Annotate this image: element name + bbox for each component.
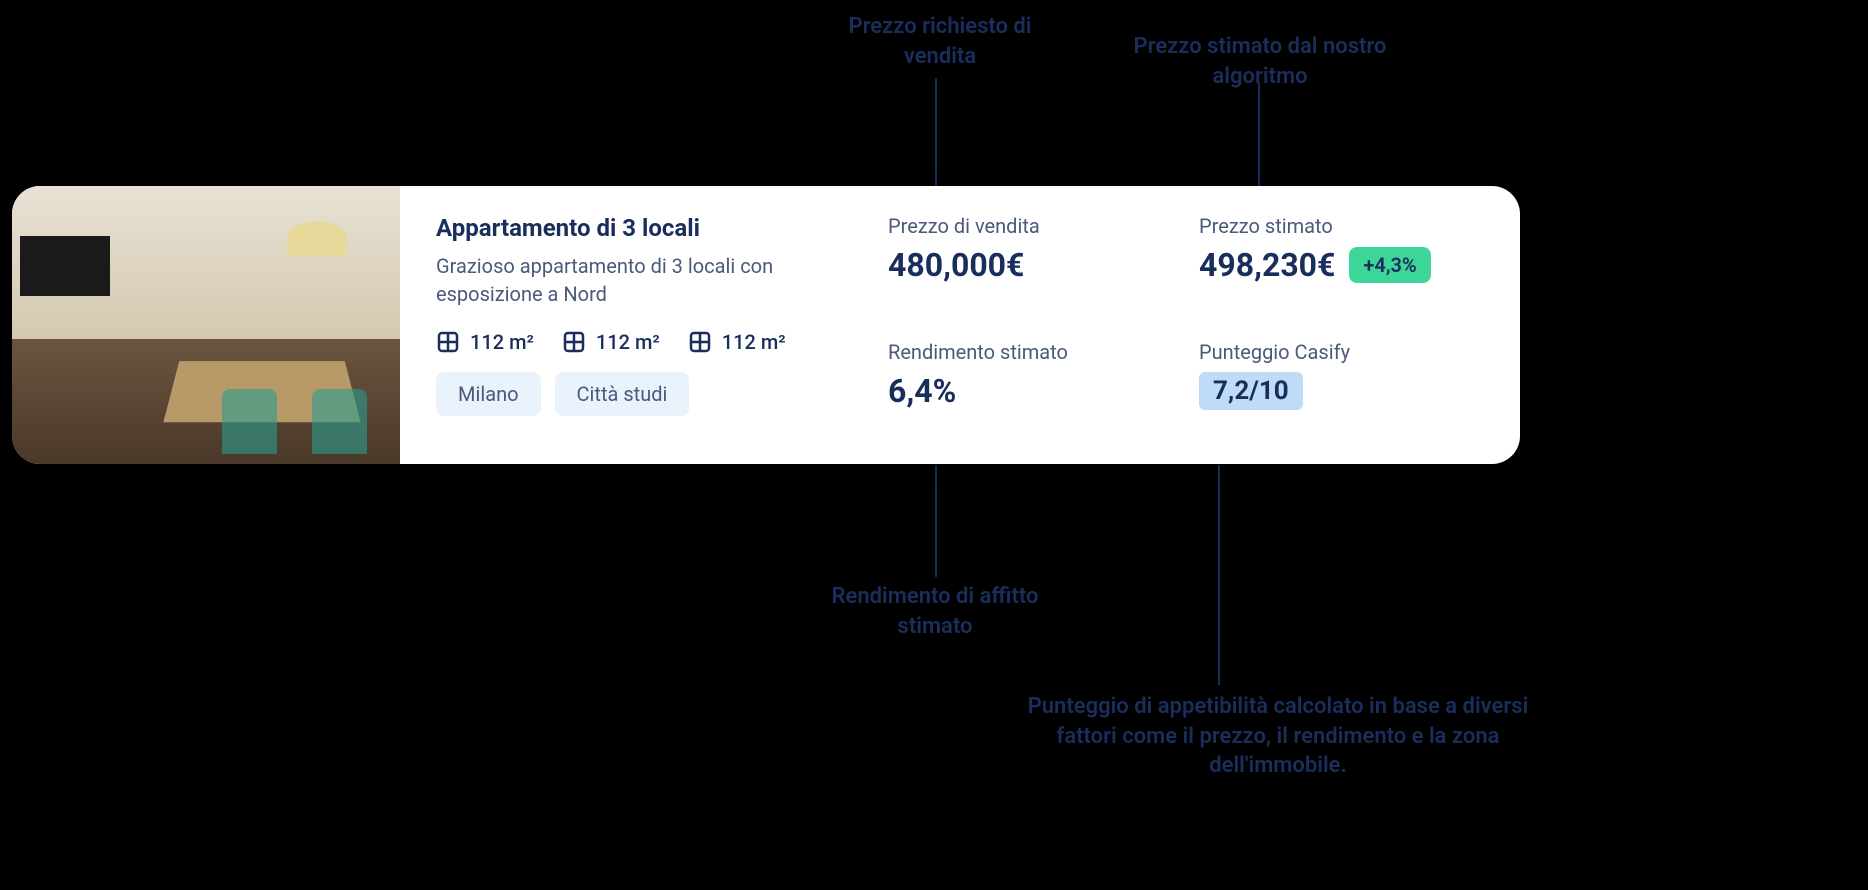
leader-line [935, 465, 937, 577]
spec-item: 112 m² [436, 330, 534, 354]
metric-estimated-price: Prezzo stimato 498,230€ +4,3% [1199, 214, 1490, 310]
metric-value: 6,4% [888, 372, 1179, 410]
annotation-estimated-price: Prezzo stimato dal nostro algoritmo [1120, 32, 1400, 91]
annotation-sale-price: Prezzo richiesto di vendita [820, 12, 1060, 71]
metric-sale-price: Prezzo di vendita 480,000€ [888, 214, 1179, 310]
property-description: Grazioso appartamento di 3 locali con es… [436, 252, 852, 308]
leader-line [935, 78, 937, 186]
floorplan-icon [436, 330, 460, 354]
metric-value: 480,000€ [888, 246, 1179, 284]
spec-item: 112 m² [688, 330, 786, 354]
spec-value: 112 m² [596, 330, 660, 354]
metric-score: Punteggio Casify 7,2/10 [1199, 340, 1490, 436]
property-image [12, 186, 400, 464]
metric-label: Punteggio Casify [1199, 340, 1490, 364]
property-title: Appartamento di 3 locali [436, 214, 852, 242]
annotation-yield: Rendimento di affitto stimato [830, 582, 1040, 641]
metric-label: Prezzo stimato [1199, 214, 1490, 238]
leader-line [1258, 82, 1260, 186]
property-info: Appartamento di 3 locali Grazioso appart… [400, 186, 888, 464]
score-badge: 7,2/10 [1199, 372, 1303, 410]
spec-value: 112 m² [470, 330, 534, 354]
delta-badge: +4,3% [1349, 247, 1430, 283]
annotation-score: Punteggio di appetibilità calcolato in b… [1023, 692, 1533, 781]
property-tags: Milano Città studi [436, 372, 852, 416]
property-specs: 112 m² 112 m² 112 m² [436, 330, 852, 354]
floorplan-icon [688, 330, 712, 354]
metric-value: 498,230€ [1199, 246, 1335, 284]
leader-line [1218, 465, 1220, 685]
tag-location[interactable]: Milano [436, 372, 541, 416]
tag-area[interactable]: Città studi [555, 372, 690, 416]
spec-value: 112 m² [722, 330, 786, 354]
floorplan-icon [562, 330, 586, 354]
metric-yield: Rendimento stimato 6,4% [888, 340, 1179, 436]
spec-item: 112 m² [562, 330, 660, 354]
metric-label: Prezzo di vendita [888, 214, 1179, 238]
metric-label: Rendimento stimato [888, 340, 1179, 364]
property-metrics: Prezzo di vendita 480,000€ Prezzo stimat… [888, 186, 1520, 464]
property-card[interactable]: Appartamento di 3 locali Grazioso appart… [12, 186, 1520, 464]
